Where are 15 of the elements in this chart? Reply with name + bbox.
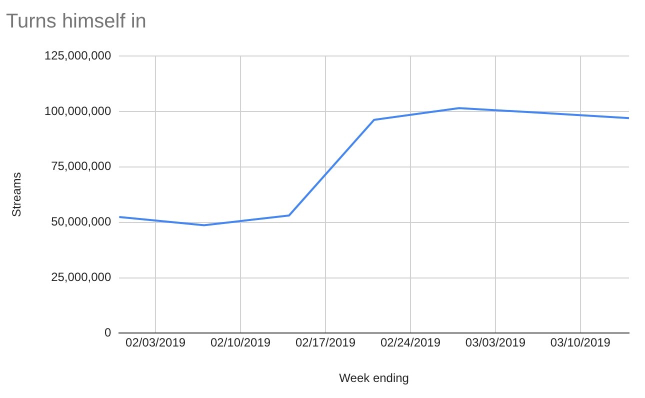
x-tick-label: 02/03/2019 bbox=[126, 336, 186, 350]
y-tick-label: 25,000,000 bbox=[51, 270, 112, 284]
y-tick-label: 75,000,000 bbox=[51, 159, 112, 174]
y-axis-title: Streams bbox=[10, 172, 24, 217]
x-tick-label: 02/10/2019 bbox=[210, 336, 271, 350]
chart-title: Turns himself in bbox=[6, 10, 146, 33]
x-tick-label: 02/24/2019 bbox=[380, 336, 441, 350]
y-tick-label: 125,000,000 bbox=[44, 48, 112, 62]
x-tick-label: 03/03/2019 bbox=[465, 336, 526, 350]
y-tick-label: 0 bbox=[104, 326, 112, 340]
x-axis-title: Week ending bbox=[339, 371, 409, 386]
y-tick-label: 50,000,000 bbox=[51, 214, 112, 229]
y-tick-label: 100,000,000 bbox=[44, 104, 112, 118]
x-tick-label: 03/10/2019 bbox=[550, 336, 611, 350]
x-tick-label: 02/17/2019 bbox=[295, 336, 356, 350]
